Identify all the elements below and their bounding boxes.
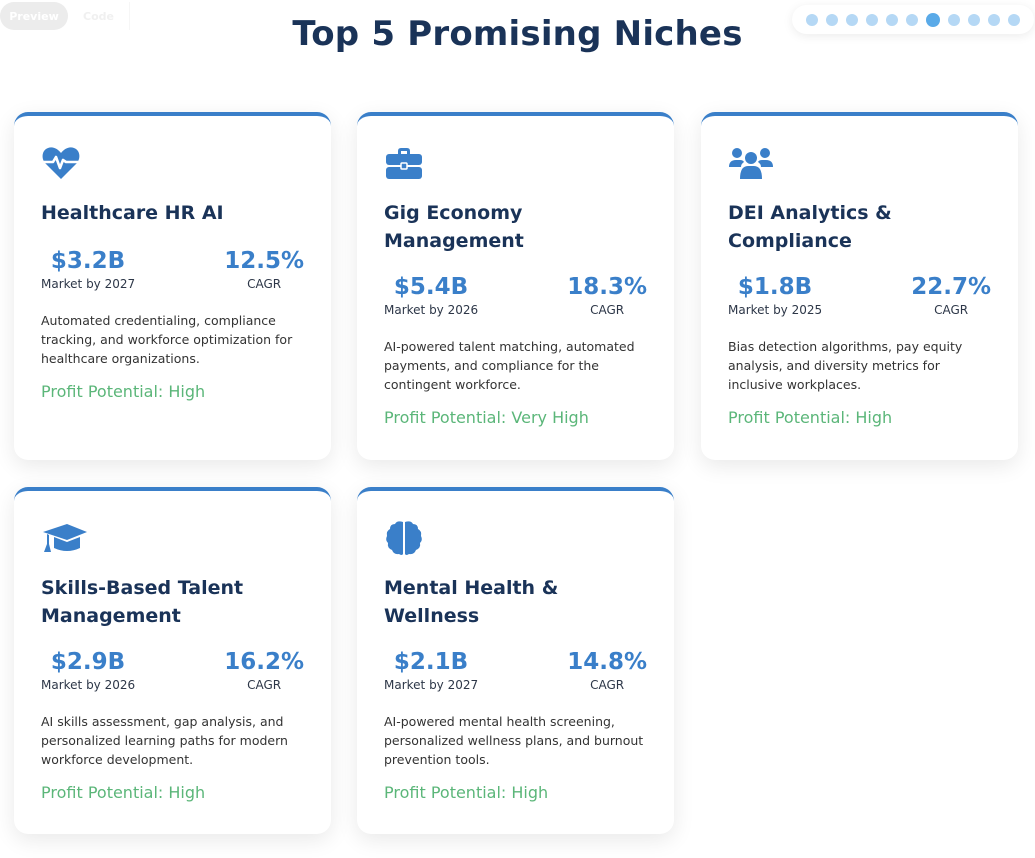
profit-potential: Profit Potential: High bbox=[41, 783, 206, 802]
users-icon bbox=[729, 148, 773, 179]
tab-preview[interactable]: Preview bbox=[0, 2, 68, 30]
card-description: AI skills assessment, gap analysis, and … bbox=[41, 714, 288, 767]
cagr-label: CAGR bbox=[247, 277, 282, 291]
card-description: Automated credentialing, compliance trac… bbox=[41, 313, 293, 366]
market-value: $3.2B bbox=[50, 248, 126, 274]
profit-potential: Profit Potential: High bbox=[728, 408, 893, 427]
market-stat: $2.1B Market by 2027 bbox=[384, 648, 478, 692]
brain-icon bbox=[386, 521, 422, 555]
card-description: Bias detection algorithms, pay equity an… bbox=[728, 339, 963, 392]
market-stat: $1.8B Market by 2025 bbox=[728, 273, 822, 317]
briefcase-icon bbox=[386, 148, 422, 179]
cagr-label: CAGR bbox=[247, 678, 282, 692]
market-stat: $2.9B Market by 2026 bbox=[41, 648, 135, 692]
market-label: Market by 2026 bbox=[41, 678, 136, 692]
tab-code[interactable]: Code bbox=[68, 2, 130, 30]
cagr-stat: 16.2% CAGR bbox=[224, 648, 304, 692]
slide-pagination bbox=[792, 5, 1034, 34]
market-label: Market by 2027 bbox=[384, 678, 479, 692]
card-title: Gig Economy Management bbox=[384, 202, 524, 252]
profit-potential: Profit Potential: High bbox=[384, 783, 549, 802]
card-title: Mental Health & Wellness bbox=[384, 577, 559, 627]
slide-dot[interactable] bbox=[826, 13, 838, 26]
slide-dot[interactable] bbox=[926, 12, 940, 27]
cagr-stat: 14.8% CAGR bbox=[567, 648, 647, 692]
cagr-stat: 22.7% CAGR bbox=[911, 273, 991, 317]
slide-dot[interactable] bbox=[1008, 13, 1020, 26]
profit-potential: Profit Potential: High bbox=[41, 382, 206, 401]
market-label: Market by 2027 bbox=[41, 277, 136, 291]
cagr-stat: 18.3% CAGR bbox=[567, 273, 647, 317]
market-stat: $3.2B Market by 2027 bbox=[41, 247, 135, 291]
niche-card: Skills-Based Talent Management $2.9B Mar… bbox=[14, 487, 331, 834]
niche-card: DEI Analytics & Compliance $1.8B Market … bbox=[701, 112, 1018, 460]
graduation-cap-icon bbox=[43, 524, 87, 552]
heartbeat-icon bbox=[42, 147, 80, 179]
market-label: Market by 2025 bbox=[728, 303, 823, 317]
niche-card: Gig Economy Management $5.4B Market by 2… bbox=[357, 112, 674, 460]
slide-dot[interactable] bbox=[806, 13, 818, 26]
cagr-label: CAGR bbox=[590, 303, 625, 317]
market-value: $2.9B bbox=[50, 649, 126, 675]
page-title: Top 5 Promising Niches bbox=[292, 14, 743, 54]
cagr-value: 16.2% bbox=[224, 649, 304, 675]
slide-dot[interactable] bbox=[948, 13, 960, 26]
card-title: Healthcare HR AI bbox=[41, 202, 224, 224]
card-description: AI-powered mental health screening, pers… bbox=[384, 714, 644, 767]
market-label: Market by 2026 bbox=[384, 303, 479, 317]
market-value: $1.8B bbox=[737, 274, 813, 300]
market-value: $2.1B bbox=[393, 649, 469, 675]
slide-dot[interactable] bbox=[906, 13, 918, 26]
cagr-label: CAGR bbox=[590, 678, 625, 692]
card-title: Skills-Based Talent Management bbox=[41, 577, 244, 627]
niche-card: Mental Health & Wellness $2.1B Market by… bbox=[357, 487, 674, 834]
slide-dot[interactable] bbox=[866, 13, 878, 26]
card-description: AI-powered talent matching, automated pa… bbox=[384, 339, 635, 392]
cagr-value: 22.7% bbox=[911, 274, 991, 300]
market-stat: $5.4B Market by 2026 bbox=[384, 273, 478, 317]
slide-dot[interactable] bbox=[988, 13, 1000, 26]
cagr-label: CAGR bbox=[934, 303, 969, 317]
cagr-value: 18.3% bbox=[567, 274, 647, 300]
profit-potential: Profit Potential: Very High bbox=[384, 408, 589, 427]
card-title: DEI Analytics & Compliance bbox=[728, 202, 892, 252]
market-value: $5.4B bbox=[393, 274, 469, 300]
slide-dot[interactable] bbox=[968, 13, 980, 26]
cagr-value: 14.8% bbox=[567, 649, 647, 675]
slide-dot[interactable] bbox=[846, 13, 858, 26]
view-tabs: Preview Code bbox=[0, 2, 130, 30]
niche-card: Healthcare HR AI $3.2B Market by 2027 12… bbox=[14, 112, 331, 460]
cagr-stat: 12.5% CAGR bbox=[224, 247, 304, 291]
cagr-value: 12.5% bbox=[224, 248, 304, 274]
slide-dot[interactable] bbox=[886, 13, 898, 26]
